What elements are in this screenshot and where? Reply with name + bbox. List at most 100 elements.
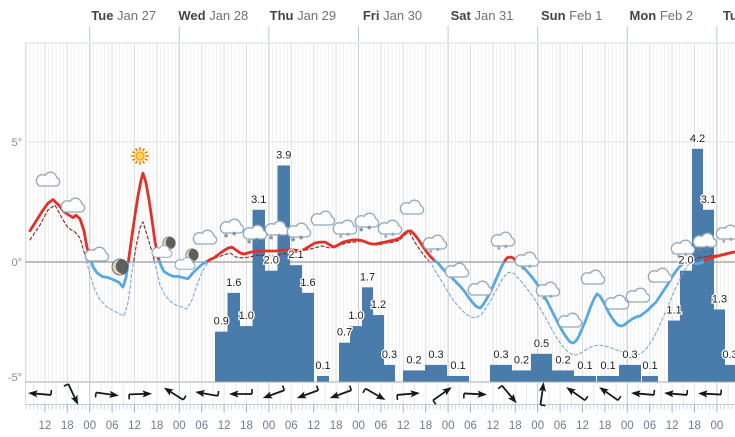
time-label: 00 [711, 420, 724, 432]
wind-arrow [430, 383, 456, 406]
precip-bar [403, 370, 425, 382]
temp-axis-label: -5° [8, 372, 22, 384]
wind-arrow [26, 387, 53, 400]
time-label: 06 [554, 420, 567, 432]
time-label: 18 [330, 420, 343, 432]
temperature-axis: 5° 0° -5° [8, 137, 22, 384]
time-label: 18 [688, 420, 701, 432]
cloud-snow-light-icon [716, 225, 735, 248]
precip-bar [425, 364, 447, 382]
time-label: 00 [442, 420, 455, 432]
cloud-icon [467, 280, 493, 296]
cloud-icon [444, 262, 470, 278]
day-label: Mon Feb 2 [630, 8, 694, 23]
wind-arrow [462, 388, 489, 401]
precip-value-label: 0.9 [214, 316, 229, 328]
precipitation-labels: 0.9 1.6 1.0 3.1 2.0 3.9 2.1 1.6 0.1 0.7 1.0 1.7 1.2 0… [212, 132, 735, 374]
wind-arrow [161, 382, 187, 404]
temperature-dashed-curve [153, 260, 211, 310]
day-label: Sat Jan 31 [451, 8, 514, 23]
day-label: Tu [723, 8, 735, 23]
temperature-curve [703, 250, 735, 263]
cloud-snow-light-icon [423, 235, 446, 258]
time-label: 00 [173, 420, 186, 432]
wind-arrow [294, 384, 321, 403]
time-label: 00 [83, 420, 96, 432]
precip-value-label: 1.0 [239, 310, 254, 322]
cloud-icon [192, 229, 218, 245]
precip-value-label: 4.2 [690, 133, 705, 145]
temperature-curve [206, 229, 437, 263]
time-label: 12 [307, 420, 320, 432]
precip-bar [373, 315, 384, 382]
precip-value-label: 1.2 [371, 299, 386, 311]
precip-value-label: 0.3 [428, 349, 443, 361]
temperature-dashed-curve [209, 232, 430, 262]
temperature-curve [89, 259, 130, 289]
precip-bar [447, 375, 469, 382]
day-label: Fri Jan 30 [363, 8, 422, 23]
wind-arrow [497, 382, 521, 408]
precip-bar [490, 364, 512, 382]
cloud-icon [310, 210, 336, 226]
time-label: 06 [375, 420, 388, 432]
wind-arrow [228, 388, 253, 399]
day-label: Sun Feb 1 [541, 8, 602, 23]
time-label: 06 [285, 420, 298, 432]
cloud-snow-icon [355, 213, 378, 238]
precip-value-label: 0.3 [382, 349, 397, 361]
precip-value-label: 1.1 [666, 305, 681, 317]
temp-axis-label: 0° [11, 257, 22, 269]
wind-arrow [629, 387, 656, 400]
precip-bar [531, 353, 552, 382]
time-label: 00 [263, 420, 276, 432]
precip-value-label: 0.1 [315, 360, 330, 372]
cloud-snow-light-icon [491, 232, 514, 255]
precip-value-label: 0.7 [337, 327, 352, 339]
time-label: 18 [61, 420, 74, 432]
cloud-icon [580, 269, 606, 285]
time-label: 12 [487, 420, 500, 432]
precip-bar [302, 292, 314, 382]
precip-bar [574, 375, 596, 382]
precip-value-label: 0.3 [493, 349, 508, 361]
cloud-icon [625, 287, 651, 303]
precip-bar [714, 309, 725, 382]
wind-arrow [193, 386, 220, 401]
precip-bar [350, 326, 362, 382]
precip-bar [642, 375, 658, 382]
time-label: 06 [643, 420, 656, 432]
precip-value-label: 0.3 [622, 349, 637, 361]
precip-value-label: 0.5 [534, 338, 549, 350]
precip-bar [552, 370, 574, 382]
precip-value-label: 0.2 [514, 354, 529, 366]
day-header: Tue Jan 27 Wed Jan 28 Thu Jan 29 Fri Jan 30… [89, 8, 735, 42]
precip-bar [265, 270, 278, 382]
temperature-curve [157, 259, 210, 281]
precip-bar [290, 265, 302, 382]
wind-arrows [26, 380, 723, 408]
precip-value-label: 0.1 [450, 360, 465, 372]
wind-arrow [662, 387, 689, 400]
time-label: 18 [151, 420, 164, 432]
temperature-dashed-curve [85, 260, 135, 317]
temperature-curve [28, 198, 93, 263]
temperature-curve [503, 255, 518, 263]
precip-bar [362, 287, 373, 382]
temperature-curve [514, 259, 707, 345]
time-label: 12 [128, 420, 141, 432]
time-label: 00 [352, 420, 365, 432]
time-label: 00 [531, 420, 544, 432]
time-label: 12 [576, 420, 589, 432]
wind-arrow [395, 388, 422, 401]
precip-bar [240, 326, 253, 382]
time-axis: 12 18 00 06 12 18 00 06 12 18 00 06 12 18 00 06 12 18 00 06… [39, 420, 724, 432]
precip-value-label: 0.2 [406, 354, 421, 366]
precip-value-label: 1.7 [360, 271, 375, 283]
precip-value-label: 1.0 [348, 310, 363, 322]
precip-bar [227, 292, 240, 382]
day-label: Thu Jan 29 [270, 8, 336, 23]
cloud-snow-icon [220, 219, 243, 244]
